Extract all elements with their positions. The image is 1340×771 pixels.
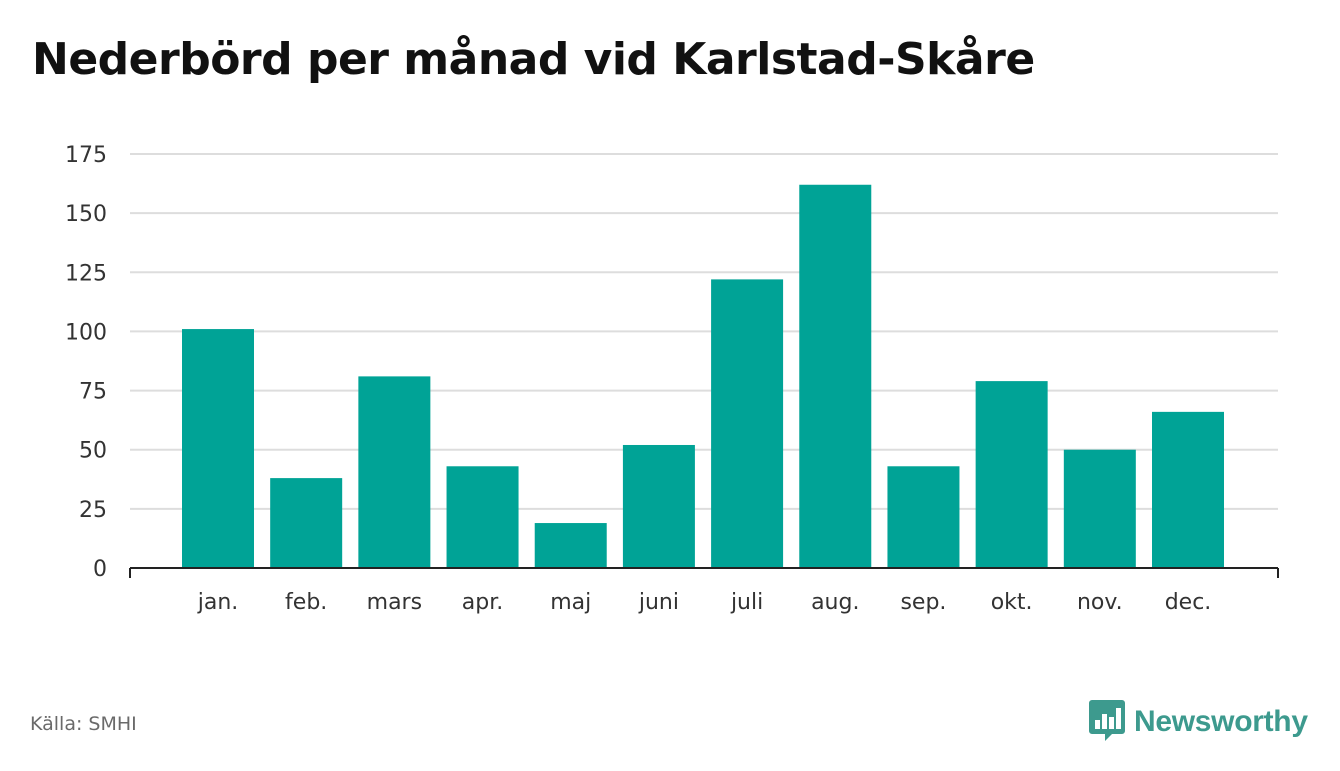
bar-maj xyxy=(534,523,607,568)
brand-name: Newsworthy xyxy=(1134,705,1308,738)
newsworthy-brand[interactable]: Newsworthy xyxy=(1088,698,1308,746)
bar-apr xyxy=(446,466,519,568)
bar-dec xyxy=(1152,411,1224,568)
y-tick-label: 0 xyxy=(93,557,107,582)
bar-feb xyxy=(270,478,343,568)
x-axis-category-labels: jan. feb. mars apr. maj juni juli aug. sep. okt. n… xyxy=(197,590,1212,615)
x-category-label: apr. xyxy=(462,590,503,615)
x-axis xyxy=(129,567,1279,578)
x-category-label: jan. xyxy=(197,590,239,615)
y-tick-label: 125 xyxy=(65,261,107,286)
bar-nov xyxy=(1063,449,1136,568)
x-category-label: sep. xyxy=(900,590,946,615)
x-category-label: juli xyxy=(730,590,763,615)
x-category-label: okt. xyxy=(991,590,1033,615)
y-tick-label: 150 xyxy=(65,202,107,227)
x-category-label: feb. xyxy=(285,590,327,615)
chart-title: Nederbörd per månad vid Karlstad-Skåre xyxy=(32,34,1035,85)
bar-jan xyxy=(182,329,254,568)
source-note: Källa: SMHI xyxy=(30,713,137,735)
y-axis-tick-labels: 0 25 50 75 100 125 150 175 xyxy=(65,143,107,582)
bar-okt xyxy=(975,381,1048,568)
y-tick-label: 25 xyxy=(79,498,107,523)
x-category-label: maj xyxy=(550,590,591,615)
bar-sep xyxy=(887,466,960,568)
y-tick-label: 75 xyxy=(79,380,107,405)
x-category-label: mars xyxy=(367,590,422,615)
x-category-label: dec. xyxy=(1165,590,1212,615)
bars xyxy=(182,184,1224,569)
y-tick-label: 100 xyxy=(65,320,107,345)
bar-aug xyxy=(799,184,872,569)
bar-mars xyxy=(358,376,431,568)
y-tick-label: 175 xyxy=(65,143,107,168)
bar-juni xyxy=(622,444,695,568)
x-category-label: juni xyxy=(638,590,679,615)
bar-juli xyxy=(711,279,784,568)
x-category-label: nov. xyxy=(1077,590,1123,615)
newsworthy-logo-icon xyxy=(1088,698,1126,746)
x-category-label: aug. xyxy=(811,590,859,615)
y-tick-label: 50 xyxy=(79,439,107,464)
